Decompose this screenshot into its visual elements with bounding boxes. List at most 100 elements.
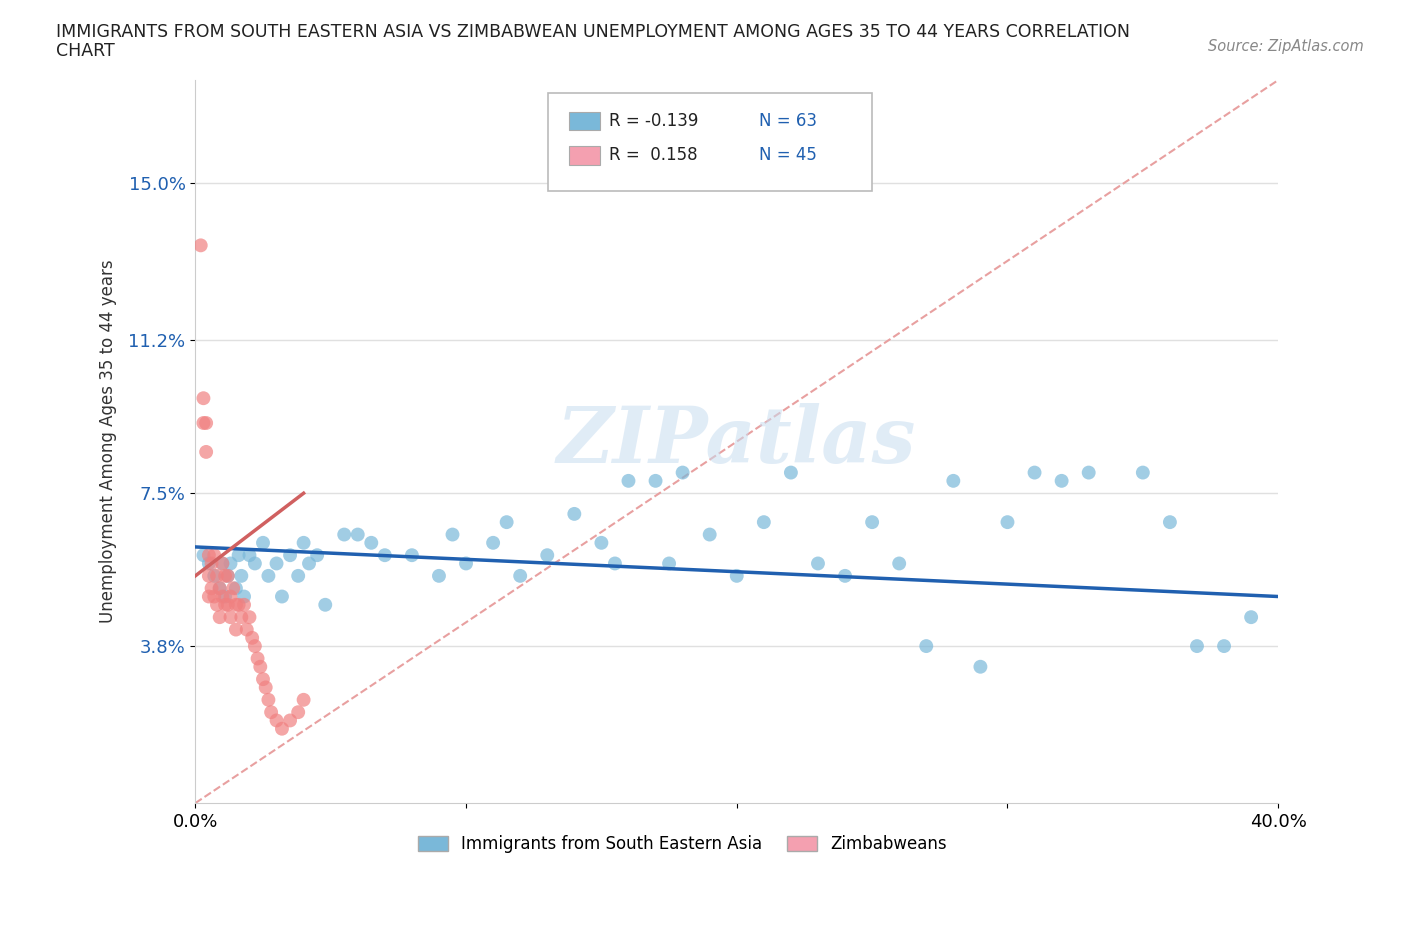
Point <box>238 610 260 625</box>
Point <box>915 639 938 654</box>
Point <box>292 692 315 707</box>
Point <box>228 548 250 563</box>
Point <box>752 514 775 529</box>
Point <box>360 536 382 551</box>
Point <box>346 527 368 542</box>
Point <box>236 622 259 637</box>
Point <box>287 568 309 583</box>
Point <box>211 589 233 604</box>
Point <box>257 692 280 707</box>
Point <box>233 597 256 612</box>
Point <box>217 568 239 583</box>
Point <box>198 548 221 563</box>
Point <box>222 581 245 596</box>
Y-axis label: Unemployment Among Ages 35 to 44 years: Unemployment Among Ages 35 to 44 years <box>100 259 117 623</box>
Point <box>278 548 301 563</box>
Point <box>266 713 288 728</box>
Point <box>509 568 531 583</box>
Point <box>198 556 221 571</box>
Point <box>699 527 721 542</box>
Point <box>208 610 231 625</box>
Point <box>231 610 253 625</box>
Point <box>214 589 236 604</box>
Point <box>1024 465 1046 480</box>
Point <box>780 465 803 480</box>
Point <box>644 473 666 488</box>
Point <box>658 556 681 571</box>
Point <box>217 597 239 612</box>
Point <box>266 556 288 571</box>
Point <box>298 556 321 571</box>
Point <box>292 536 315 551</box>
Point <box>195 416 218 431</box>
Point <box>441 527 464 542</box>
Point <box>307 548 329 563</box>
Point <box>202 548 225 563</box>
Text: R =  0.158: R = 0.158 <box>609 146 697 164</box>
Point <box>807 556 830 571</box>
Point <box>205 597 228 612</box>
Point <box>287 705 309 720</box>
Point <box>240 631 263 645</box>
Point <box>202 589 225 604</box>
Point <box>205 568 228 583</box>
Point <box>231 568 253 583</box>
Point <box>997 514 1019 529</box>
Point <box>249 659 271 674</box>
Point <box>1240 610 1263 625</box>
Point <box>1050 473 1073 488</box>
Point <box>495 514 517 529</box>
Legend: Immigrants from South Eastern Asia, Zimbabweans: Immigrants from South Eastern Asia, Zimb… <box>411 829 955 860</box>
Point <box>860 514 883 529</box>
Point <box>314 597 336 612</box>
Point <box>211 556 233 571</box>
Point <box>219 610 242 625</box>
Point <box>1159 514 1181 529</box>
Point <box>211 556 233 571</box>
Point <box>942 473 965 488</box>
Point <box>482 536 505 551</box>
Point <box>591 536 613 551</box>
Point <box>562 507 585 522</box>
Point <box>238 548 260 563</box>
Point <box>969 659 991 674</box>
Point <box>617 473 640 488</box>
Text: ZIPatlas: ZIPatlas <box>557 404 917 480</box>
Point <box>536 548 558 563</box>
Point <box>208 581 231 596</box>
Point <box>252 536 274 551</box>
Point <box>198 589 221 604</box>
Point <box>225 622 247 637</box>
Point <box>246 651 269 666</box>
Point <box>834 568 856 583</box>
Point <box>257 568 280 583</box>
Point <box>200 581 222 596</box>
Point <box>1132 465 1154 480</box>
Point <box>271 589 294 604</box>
Point <box>214 597 236 612</box>
Point <box>454 556 477 571</box>
Point <box>427 568 450 583</box>
Text: IMMIGRANTS FROM SOUTH EASTERN ASIA VS ZIMBABWEAN UNEMPLOYMENT AMONG AGES 35 TO 4: IMMIGRANTS FROM SOUTH EASTERN ASIA VS ZI… <box>56 23 1130 41</box>
Point <box>198 568 221 583</box>
Text: N = 45: N = 45 <box>759 146 817 164</box>
Point <box>217 568 239 583</box>
Text: R = -0.139: R = -0.139 <box>609 112 699 129</box>
Point <box>202 568 225 583</box>
Point <box>193 391 215 405</box>
Point <box>225 597 247 612</box>
Point <box>254 680 277 695</box>
Point <box>889 556 911 571</box>
Point <box>214 568 236 583</box>
Point <box>1077 465 1099 480</box>
Point <box>401 548 423 563</box>
Point <box>278 713 301 728</box>
Text: N = 63: N = 63 <box>759 112 817 129</box>
Point <box>190 238 212 253</box>
Text: CHART: CHART <box>56 42 115 60</box>
Point <box>603 556 626 571</box>
Point <box>208 581 231 596</box>
Point <box>725 568 748 583</box>
Point <box>1185 639 1208 654</box>
Point <box>228 597 250 612</box>
